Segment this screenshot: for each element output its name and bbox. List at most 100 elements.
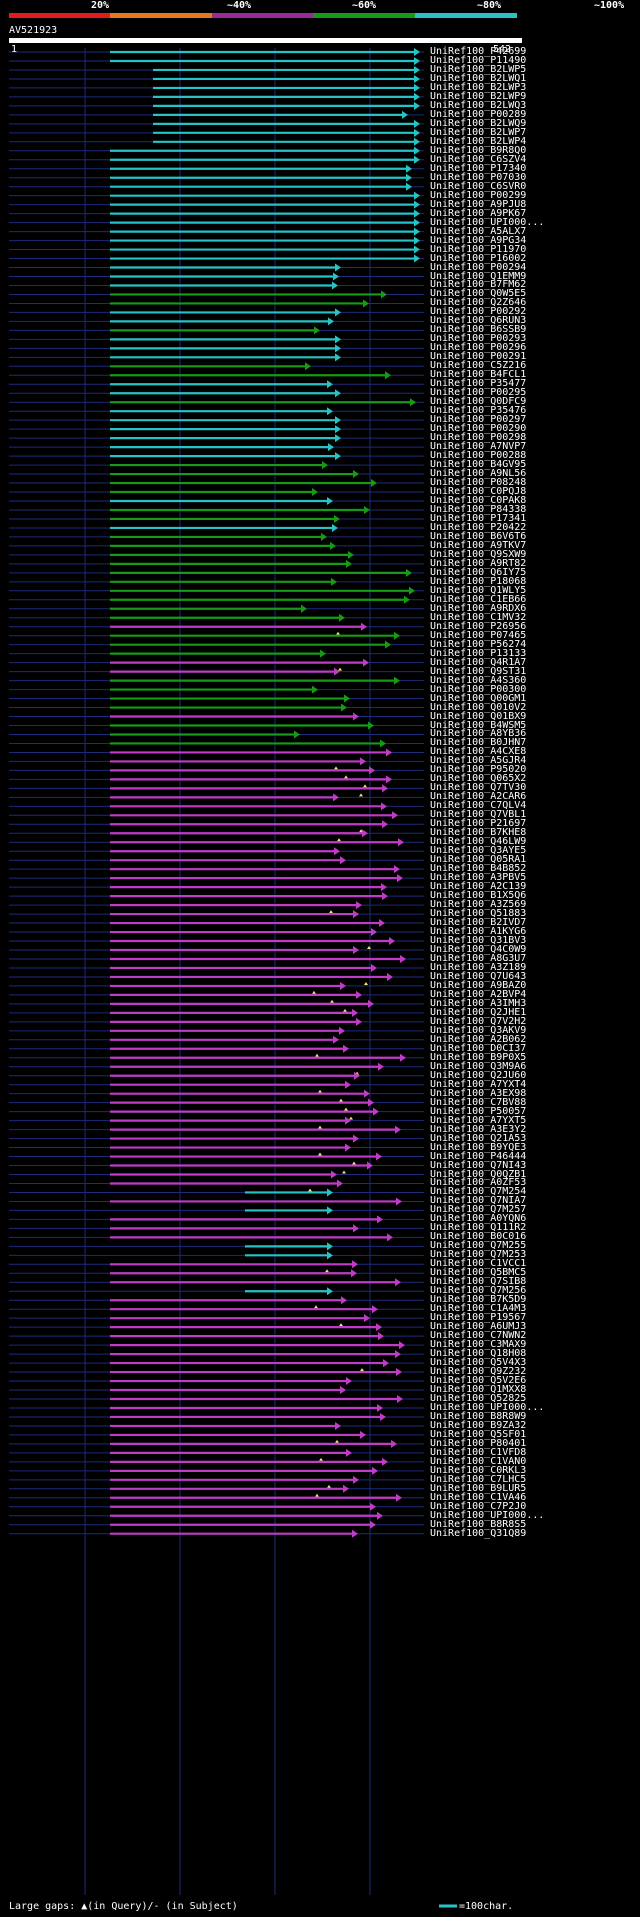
hit-label[interactable]: UniRef100_B8R8S5: [430, 1518, 527, 1530]
hit-label[interactable]: UniRef100_P35477: [430, 378, 527, 390]
hit-label[interactable]: UniRef100_UPI000...: [430, 216, 545, 228]
hit-label[interactable]: UniRef100_Q4R1A7: [430, 656, 527, 668]
hit-label[interactable]: UniRef100_P00296: [430, 342, 527, 354]
hit-label[interactable]: UniRef100_A5GJR4: [430, 755, 527, 767]
hit-label[interactable]: UniRef100_B7FM62: [430, 279, 527, 291]
hit-label[interactable]: UniRef100_Q111R2: [430, 1222, 527, 1234]
hit-label[interactable]: UniRef100_B6SSB9: [430, 324, 527, 336]
hit-label[interactable]: UniRef100_B2LWQ1: [430, 72, 527, 84]
hit-label[interactable]: UniRef100_P00297: [430, 414, 527, 426]
hit-label[interactable]: UniRef100_A2CAR6: [430, 791, 527, 803]
hit-label[interactable]: UniRef100_A2BVP4: [430, 988, 527, 1000]
hit-label[interactable]: UniRef100_Q2JHE1: [430, 1006, 527, 1018]
hit-label[interactable]: UniRef100_B9LUR5: [430, 1482, 527, 1494]
hit-label[interactable]: UniRef100_C6SZV4: [430, 153, 527, 165]
hit-label[interactable]: UniRef100_B2LWP7: [430, 126, 527, 138]
hit-label[interactable]: UniRef100_B4B852: [430, 863, 527, 875]
hit-label[interactable]: UniRef100_A9RDX6: [430, 602, 527, 614]
hit-label[interactable]: UniRef100_Q31BV3: [430, 935, 527, 947]
hit-label[interactable]: UniRef100_B7K5D9: [430, 1294, 527, 1306]
hit-label[interactable]: UniRef100_Q1EMM9: [430, 270, 527, 282]
hit-label[interactable]: UniRef100_Q7M253: [430, 1249, 527, 1261]
hit-label[interactable]: UniRef100_B1X5Q6: [430, 890, 527, 902]
hit-label[interactable]: UniRef100_P00288: [430, 450, 527, 462]
hit-label[interactable]: UniRef100_A8YB36: [430, 728, 527, 740]
hit-label[interactable]: UniRef100_A3IMH3: [430, 997, 527, 1009]
hit-label[interactable]: UniRef100_A5ALX7: [430, 225, 527, 237]
hit-label[interactable]: UniRef100_Q5V2E6: [430, 1375, 527, 1387]
hit-label[interactable]: UniRef100_P00290: [430, 423, 527, 435]
hit-label[interactable]: UniRef100_A2B062: [430, 1033, 527, 1045]
hit-label[interactable]: UniRef100_A3E3Y2: [430, 1123, 527, 1135]
hit-label[interactable]: UniRef100_B2LWP5: [430, 63, 527, 75]
hit-label[interactable]: UniRef100_A9PJU8: [430, 198, 527, 210]
hit-label[interactable]: UniRef100_B0C016: [430, 1231, 527, 1243]
hit-label[interactable]: UniRef100_Q01BX9: [430, 710, 527, 722]
hit-label[interactable]: UniRef100_Q1WLY5: [430, 584, 527, 596]
hit-label[interactable]: UniRef100_C3MAX9: [430, 1339, 527, 1351]
hit-label[interactable]: UniRef100_A3Z569: [430, 899, 527, 911]
hit-label[interactable]: UniRef100_A7YXT4: [430, 1078, 527, 1090]
hit-label[interactable]: UniRef100_A8G3U7: [430, 952, 527, 964]
hit-label[interactable]: UniRef100_P56274: [430, 638, 527, 650]
hit-label[interactable]: UniRef100_B9YQE3: [430, 1141, 527, 1153]
hit-label[interactable]: UniRef100_Q0QZB1: [430, 1168, 527, 1180]
hit-label[interactable]: UniRef100_B2LWP4: [430, 135, 527, 147]
hit-label[interactable]: UniRef100_Q9Z232: [430, 1366, 527, 1378]
hit-label[interactable]: UniRef100_C1VFD8: [430, 1446, 527, 1458]
hit-label[interactable]: UniRef100_A7NVP7: [430, 441, 527, 453]
hit-label[interactable]: UniRef100_Q3AYE5: [430, 845, 527, 857]
hit-label[interactable]: UniRef100_A9RT82: [430, 557, 527, 569]
hit-label[interactable]: UniRef100_P00295: [430, 387, 527, 399]
hit-label[interactable]: UniRef100_Q05RA1: [430, 854, 527, 866]
hit-label[interactable]: UniRef100_Q7U643: [430, 970, 527, 982]
hit-label[interactable]: UniRef100_P00300: [430, 683, 527, 695]
hit-label[interactable]: UniRef100_Q9SXW9: [430, 548, 527, 560]
hit-label[interactable]: UniRef100_Q1MXX8: [430, 1384, 527, 1396]
hit-label[interactable]: UniRef100_C7BV88: [430, 1096, 527, 1108]
hit-label[interactable]: UniRef100_B2LWP3: [430, 81, 527, 93]
hit-label[interactable]: UniRef100_A0ZF53: [430, 1177, 527, 1189]
hit-label[interactable]: UniRef100_Q6IY75: [430, 566, 527, 578]
hit-label[interactable]: UniRef100_Q9ST31: [430, 665, 527, 677]
hit-label[interactable]: UniRef100_P20422: [430, 521, 527, 533]
hit-label[interactable]: UniRef100_P11490: [430, 54, 527, 66]
hit-label[interactable]: UniRef100_C7P2J0: [430, 1500, 527, 1512]
hit-label[interactable]: UniRef100_C1MV32: [430, 611, 527, 623]
hit-label[interactable]: UniRef100_B2LWQ3: [430, 99, 527, 111]
hit-label[interactable]: UniRef100_B7KHE8: [430, 827, 527, 839]
hit-label[interactable]: UniRef100_Q7M255: [430, 1240, 527, 1252]
hit-label[interactable]: UniRef100_A4CXE8: [430, 746, 527, 758]
hit-label[interactable]: UniRef100_A3EX98: [430, 1087, 527, 1099]
hit-label[interactable]: UniRef100_B9R8Q0: [430, 144, 527, 156]
hit-label[interactable]: UniRef100_P00291: [430, 351, 527, 363]
hit-label[interactable]: UniRef100_C0RKL3: [430, 1464, 527, 1476]
hit-label[interactable]: UniRef100_A3Z189: [430, 961, 527, 973]
hit-label[interactable]: UniRef100_P19567: [430, 1312, 527, 1324]
hit-label[interactable]: UniRef100_C1VCC1: [430, 1258, 527, 1270]
hit-label[interactable]: UniRef100_P80401: [430, 1437, 527, 1449]
hit-label[interactable]: UniRef100_Q7M254: [430, 1186, 527, 1198]
hit-label[interactable]: UniRef100_A4S360: [430, 674, 527, 686]
hit-label[interactable]: UniRef100_C0PAK8: [430, 495, 527, 506]
hit-label[interactable]: UniRef100_C7NWN2: [430, 1330, 527, 1342]
hit-label[interactable]: UniRef100_Q5SF01: [430, 1428, 527, 1440]
hit-label[interactable]: UniRef100_Q065X2: [430, 773, 527, 785]
hit-label[interactable]: UniRef100_P00293: [430, 333, 527, 345]
hit-label[interactable]: UniRef100_Q7V2H2: [430, 1015, 527, 1027]
hit-label[interactable]: UniRef100_A9PK67: [430, 207, 527, 219]
hit-label[interactable]: UniRef100_Q7NI43: [430, 1159, 527, 1171]
hit-label[interactable]: UniRef100_Q2JU60: [430, 1069, 527, 1081]
hit-label[interactable]: UniRef100_Q00GM1: [430, 692, 527, 704]
hit-label[interactable]: UniRef100_Q46LW9: [430, 836, 527, 848]
hit-label[interactable]: UniRef100_Q31Q89: [430, 1527, 527, 1539]
hit-label[interactable]: UniRef100_C1VAN0: [430, 1455, 527, 1467]
hit-label[interactable]: UniRef100_P46444: [430, 1150, 527, 1162]
hit-label[interactable]: UniRef100_P17341: [430, 512, 527, 524]
hit-label[interactable]: UniRef100_Q2Z646: [430, 297, 527, 309]
hit-label[interactable]: UniRef100_P26956: [430, 620, 527, 632]
hit-label[interactable]: UniRef100_Q21A53: [430, 1132, 527, 1144]
hit-label[interactable]: UniRef100_P11970: [430, 243, 527, 255]
hit-label[interactable]: UniRef100_P07465: [430, 629, 527, 641]
hit-label[interactable]: UniRef100_Q0DFC9: [430, 396, 527, 408]
